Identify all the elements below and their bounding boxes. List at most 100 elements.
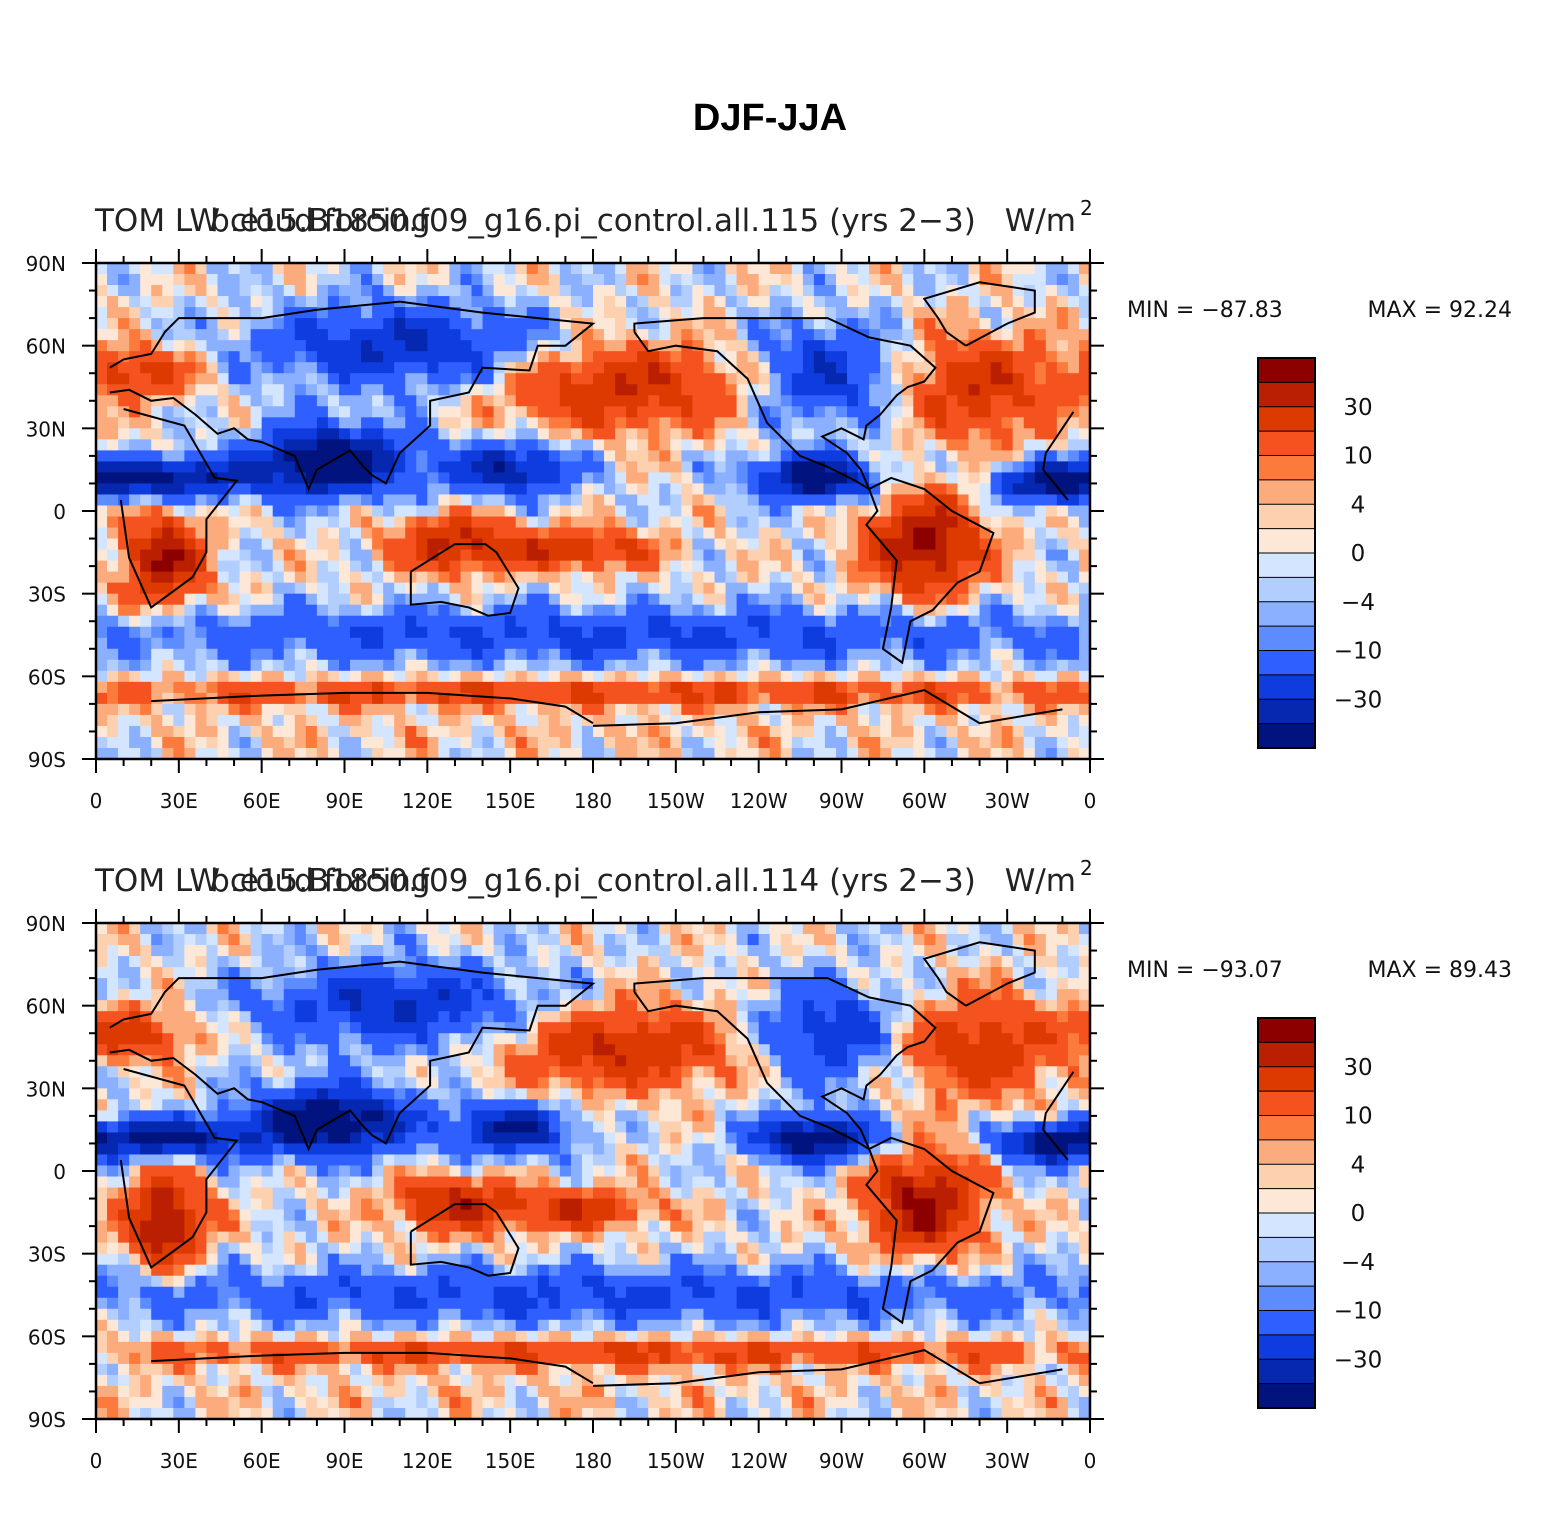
field-cell (383, 989, 395, 1001)
field-cell (151, 681, 163, 694)
field-cell (250, 714, 263, 727)
colorbar-label: −30 (1334, 687, 1383, 713)
field-cell (1045, 417, 1058, 429)
field-cell (206, 560, 219, 573)
field-cell (880, 428, 892, 440)
field-cell (416, 1011, 428, 1023)
field-cell (858, 560, 870, 573)
field-cell (361, 494, 373, 507)
field-cell (626, 516, 638, 529)
field-cell (350, 373, 362, 385)
field-cell (162, 593, 174, 606)
field-cell (924, 582, 936, 595)
field-cell (283, 604, 296, 617)
field-cell (725, 296, 738, 308)
field-cell (802, 395, 815, 407)
field-cell (1078, 593, 1090, 606)
field-cell (747, 593, 760, 606)
field-cell (162, 648, 174, 661)
field-cell (515, 351, 528, 363)
field-cell (338, 1022, 351, 1034)
field-cell (107, 703, 119, 716)
field-cell (913, 472, 925, 485)
field-cell (206, 736, 219, 749)
field-cell (1067, 483, 1080, 496)
colorbar-label: 10 (1343, 444, 1372, 470)
field-cell (338, 659, 351, 672)
field-cell (283, 373, 296, 385)
field-cell (1034, 659, 1047, 672)
field-cell (791, 263, 804, 275)
field-cell (471, 395, 484, 407)
field-cell (869, 307, 881, 319)
field-cell (493, 956, 506, 968)
field-heatmap (96, 923, 1090, 1419)
field-cell (780, 285, 793, 297)
field-cell (294, 439, 307, 451)
field-cell (537, 318, 550, 330)
field-cell (593, 934, 605, 946)
field-cell (703, 934, 716, 946)
field-cell (570, 648, 583, 661)
field-cell (1056, 362, 1069, 374)
field-cell (327, 615, 340, 628)
field-cell (902, 395, 914, 407)
field-cell (394, 494, 406, 507)
field-cell (979, 373, 992, 385)
field-cell (316, 626, 329, 639)
field-cell (979, 362, 992, 374)
field-cell (96, 615, 108, 628)
field-cell (383, 483, 395, 496)
field-cell (184, 582, 196, 595)
field-cell (96, 923, 108, 935)
field-cell (758, 648, 771, 661)
field-cell (979, 439, 992, 451)
field-cell (990, 395, 1003, 407)
field-cell (626, 670, 638, 683)
field-cell (361, 670, 373, 683)
field-cell (526, 593, 539, 606)
field-cell (714, 307, 727, 319)
field-cell (1001, 615, 1014, 628)
field-cell (935, 549, 948, 562)
field-cell (372, 329, 384, 341)
field-cell (880, 494, 892, 507)
field-cell (714, 582, 727, 595)
field-cell (902, 692, 914, 705)
field-cell (791, 373, 804, 385)
field-cell (692, 692, 705, 705)
field-cell (581, 439, 594, 451)
field-cell (228, 296, 241, 308)
field-cell (935, 560, 948, 573)
field-cell (118, 714, 130, 727)
field-cell (239, 362, 252, 374)
field-cell (129, 307, 141, 319)
field-cell (96, 549, 108, 562)
field-cell (151, 549, 163, 562)
field-cell (1056, 351, 1069, 363)
field-cell (703, 263, 716, 275)
field-cell (714, 351, 727, 363)
field-cell (891, 362, 903, 374)
field-cell (780, 329, 793, 341)
field-cell (769, 626, 782, 639)
field-cell (118, 428, 130, 440)
field-cell (526, 285, 539, 297)
field-cell (427, 934, 439, 946)
field-cell (504, 681, 517, 694)
field-cell (394, 978, 406, 990)
field-cell (195, 967, 208, 979)
field-cell (835, 714, 848, 727)
field-cell (140, 725, 152, 738)
field-cell (880, 670, 892, 683)
field-cell (670, 681, 682, 694)
field-cell (758, 670, 771, 683)
field-cell (703, 483, 716, 496)
field-cell (913, 747, 925, 759)
field-cell (913, 923, 925, 935)
field-cell (615, 549, 627, 562)
coastline-4 (633, 317, 937, 492)
field-cell (405, 263, 417, 275)
field-cell (968, 538, 981, 551)
field-cell (1056, 483, 1069, 496)
